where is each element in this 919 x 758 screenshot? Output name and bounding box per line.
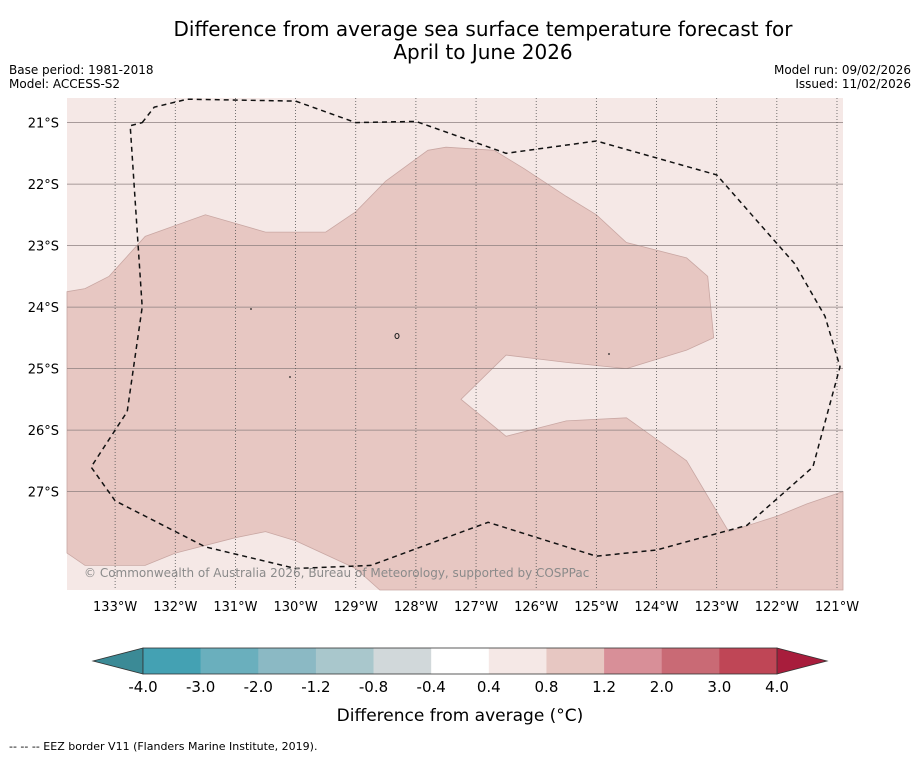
colorbar-tick-label: -0.8 [359, 678, 388, 696]
colorbar: -4.0 -3.0 -2.0 -1.2 -0.8 -0.4 0.4 0.8 1.2 2.0 3.0 4… [91, 647, 829, 696]
x-tick-label: 125°W [574, 600, 618, 615]
colorbar-bin [604, 648, 663, 674]
colorbar-tick-label: -2.0 [244, 678, 273, 696]
x-tick-label: 131°W [213, 600, 257, 615]
x-tick-label: 129°W [334, 600, 378, 615]
island-marker [394, 332, 400, 340]
island-marker [250, 308, 252, 310]
x-tick-label: 126°W [514, 600, 558, 615]
x-tick-label: 133°W [93, 600, 137, 615]
colorbar-bin [200, 648, 259, 674]
y-tick-label: 27°S [28, 486, 59, 501]
colorbar-tick-label: -1.2 [301, 678, 330, 696]
eez-footnote: -- -- -- EEZ border V11 (Flanders Marine… [9, 740, 318, 753]
y-tick-label: 24°S [28, 301, 59, 316]
colorbar-tick-label: 3.0 [707, 678, 731, 696]
base-period: Base period: 1981-2018 [9, 63, 154, 77]
y-tick-label: 23°S [28, 240, 59, 255]
x-tick-label: 121°W [815, 600, 859, 615]
colorbar-tick-label: 4.0 [765, 678, 789, 696]
colorbar-bin [258, 648, 317, 674]
colorbar-bin [546, 648, 605, 674]
copyright-notice: © Commonwealth of Australia 2026, Bureau… [84, 566, 589, 580]
colorbar-bin [431, 648, 490, 674]
metadata-right: Model run: 09/02/2026 Issued: 11/02/2026 [774, 63, 911, 91]
x-tick-label: 124°W [634, 600, 678, 615]
colorbar-tick-label: 0.8 [535, 678, 559, 696]
island-marker [289, 376, 291, 378]
colorbar-tick-label: -3.0 [186, 678, 215, 696]
y-tick-label: 21°S [28, 117, 59, 132]
colorbar-bin [373, 648, 432, 674]
title-line-2: April to June 2026 [393, 40, 573, 64]
colorbar-tick-label: -0.4 [417, 678, 446, 696]
y-tick-label: 22°S [28, 178, 59, 193]
model-name: Model: ACCESS-S2 [9, 77, 121, 91]
colorbar-bin [488, 648, 547, 674]
title-line-1: Difference from average sea surface temp… [173, 17, 793, 41]
x-tick-label: 130°W [274, 600, 318, 615]
colorbar-bin [661, 648, 720, 674]
map-axes: 21°S 22°S 23°S 24°S 25°S 26°S 27°S 133°W 132°W 13… [28, 117, 860, 615]
y-tick-label: 25°S [28, 363, 59, 378]
x-tick-label: 132°W [153, 600, 197, 615]
map-plot-area [66, 98, 844, 591]
colorbar-tick-label: 0.4 [477, 678, 501, 696]
colorbar-title: Difference from average (°C) [337, 706, 584, 726]
x-tick-label: 122°W [755, 600, 799, 615]
colorbar-extend-high [776, 647, 829, 675]
model-run: Model run: 09/02/2026 [773, 63, 911, 77]
issued-date: Issued: 11/02/2026 [795, 77, 911, 91]
x-tick-label: 128°W [394, 600, 438, 615]
chart-title: Difference from average sea surface temp… [0, 18, 919, 64]
colorbar-tick-label: 2.0 [650, 678, 674, 696]
island-marker [608, 353, 610, 355]
y-tick-label: 26°S [28, 424, 59, 439]
colorbar-extend-low [91, 647, 144, 675]
metadata-left: Base period: 1981-2018 Model: ACCESS-S2 [9, 63, 154, 91]
colorbar-bin [143, 648, 201, 674]
colorbar-frame [142, 647, 778, 675]
x-tick-label: 123°W [695, 600, 739, 615]
colorbar-tick-label: 1.2 [592, 678, 616, 696]
eez-border [90, 98, 841, 570]
colorbar-bin [719, 648, 778, 674]
colorbar-bin [315, 648, 374, 674]
colorbar-tick-label: -4.0 [128, 678, 157, 696]
x-tick-label: 127°W [454, 600, 498, 615]
